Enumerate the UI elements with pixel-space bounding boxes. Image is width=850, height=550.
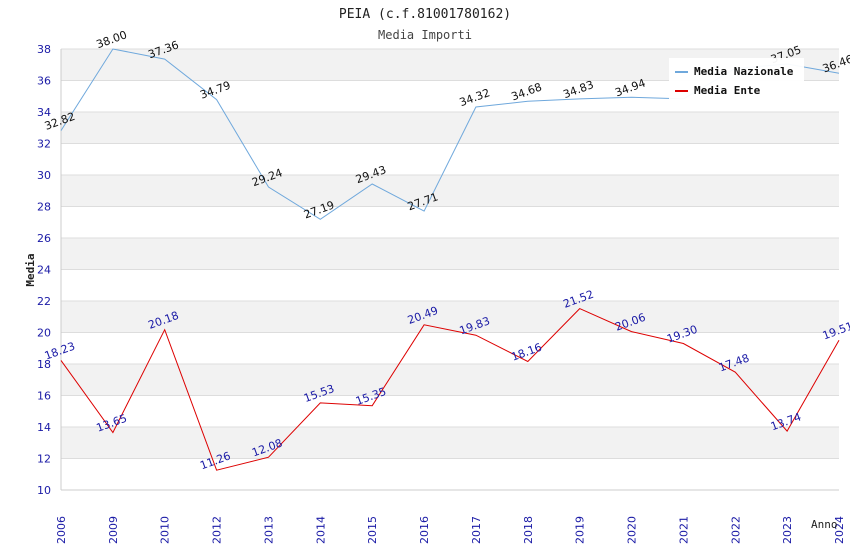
x-tick-label: 2012 [211,516,224,544]
grid-band [61,364,839,396]
data-label: 34.68 [510,81,544,104]
grid-band [61,301,839,333]
y-tick-label: 14 [37,421,51,434]
y-tick-label: 32 [37,138,51,151]
data-label: 18.16 [510,341,544,364]
legend-box [669,58,804,100]
chart-title: PEIA (c.f.81001780162) [339,7,511,22]
x-tick-label: 2010 [159,516,172,544]
grid-band [61,112,839,144]
x-tick-label: 2022 [729,516,742,544]
x-tick-label: 2024 [833,516,846,544]
grid-bands [61,49,839,459]
y-tick-label: 38 [37,43,51,56]
legend: Media Nazionale Media Ente [669,58,804,100]
x-tick-label: 2020 [626,516,639,544]
data-label: 38.00 [95,28,129,51]
y-tick-label: 24 [37,264,51,277]
x-tick-label: 2017 [470,516,483,544]
x-tick-label: 2023 [781,516,794,544]
y-tick-label: 10 [37,484,51,497]
y-tick-label: 12 [37,453,51,466]
y-axis-ticks: 10 12 14 16 18 20 22 24 26 28 30 32 34 36 38 [37,43,51,497]
y-tick-label: 30 [37,169,51,182]
legend-label-media-nazionale: Media Nazionale [694,65,794,78]
series-line-media-ente [60,308,840,471]
x-tick-label: 2015 [366,516,379,544]
grid-band [61,427,839,459]
y-tick-label: 22 [37,295,51,308]
x-tick-label: 2009 [107,516,120,544]
chart-subtitle: Media Importi [378,28,472,42]
x-axis-ticks: 2006 2009 2010 2012 2013 2014 2015 2016 2017 2018… [55,516,846,544]
x-tick-label: 2014 [314,516,327,544]
x-tick-label: 2016 [418,516,431,544]
grid-band [61,175,839,207]
x-axis-label: Anno [811,518,838,531]
y-tick-label: 34 [37,106,51,119]
y-tick-label: 18 [37,358,51,371]
y-tick-label: 36 [37,75,51,88]
x-tick-label: 2006 [55,516,68,544]
y-axis-label: Media [24,253,37,286]
data-label: 34.83 [561,78,595,101]
legend-label-media-ente: Media Ente [694,84,761,97]
y-tick-label: 26 [37,232,51,245]
y-tick-label: 28 [37,201,51,214]
x-tick-label: 2019 [574,516,587,544]
data-label: 18.23 [43,340,77,363]
grid-band [61,238,839,270]
x-tick-label: 2018 [522,516,535,544]
x-tick-label: 2021 [677,516,690,544]
y-tick-label: 20 [37,327,51,340]
y-tick-label: 16 [37,390,51,403]
x-tick-label: 2013 [262,516,275,544]
